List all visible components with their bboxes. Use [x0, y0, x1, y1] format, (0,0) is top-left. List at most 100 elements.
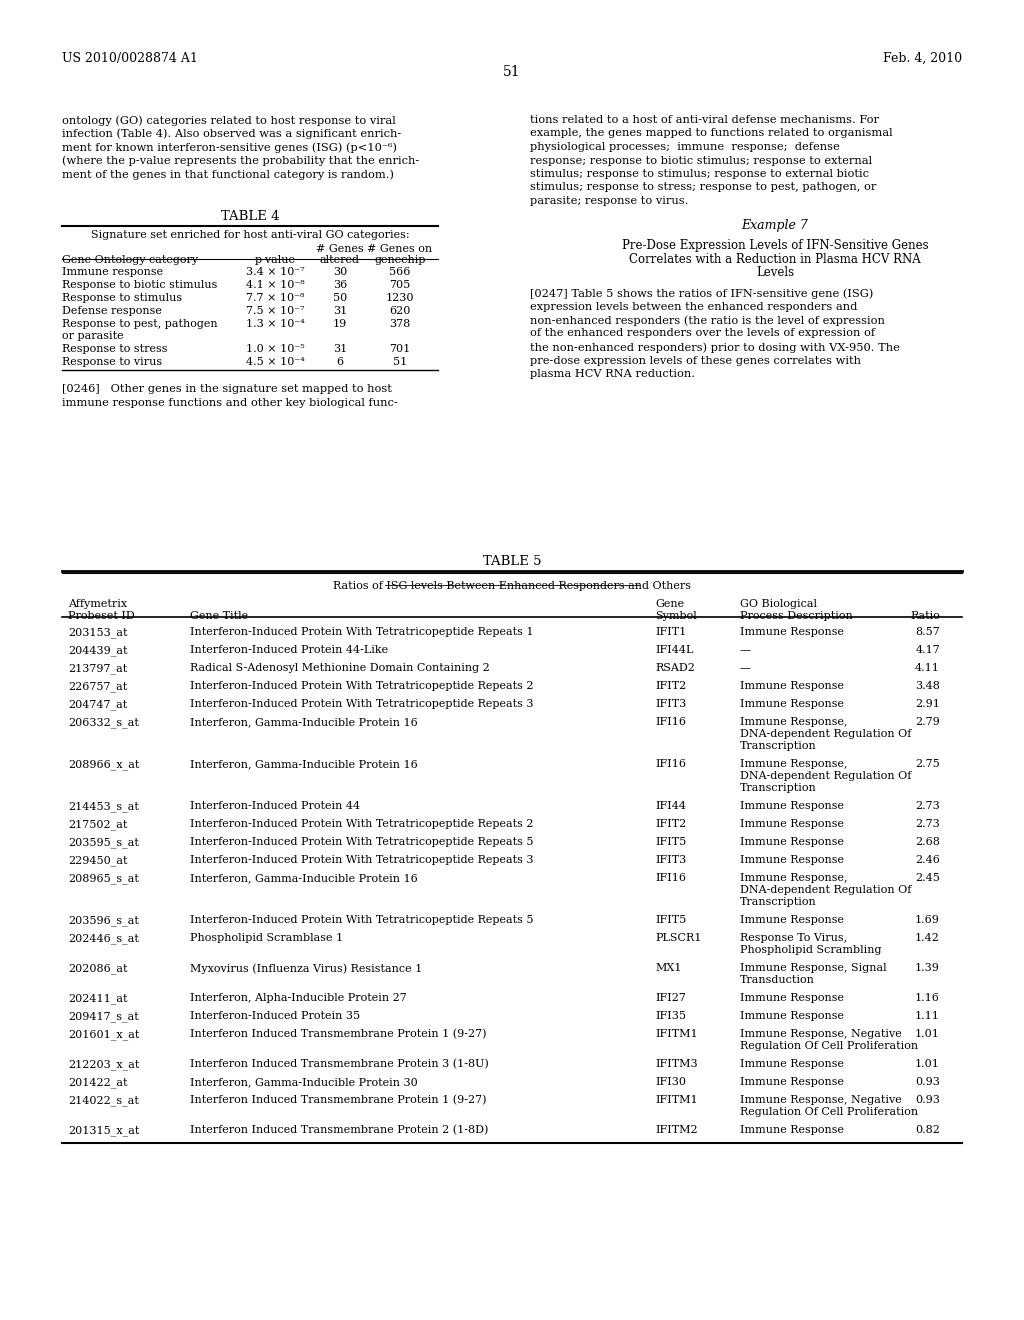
Text: physiological processes;  immune  response;  defense: physiological processes; immune response… — [530, 143, 840, 152]
Text: Response to pest, pathogen: Response to pest, pathogen — [62, 319, 218, 329]
Text: Transduction: Transduction — [740, 975, 815, 985]
Text: 208966_x_at: 208966_x_at — [68, 759, 139, 770]
Text: 0.93: 0.93 — [915, 1096, 940, 1105]
Text: Immune Response: Immune Response — [740, 627, 844, 638]
Text: Immune response: Immune response — [62, 267, 163, 277]
Text: Response to biotic stimulus: Response to biotic stimulus — [62, 280, 217, 290]
Text: IFI44: IFI44 — [655, 801, 686, 810]
Text: Gene: Gene — [655, 599, 684, 609]
Text: 1.39: 1.39 — [915, 964, 940, 973]
Text: IFI16: IFI16 — [655, 717, 686, 727]
Text: DNA-dependent Regulation Of: DNA-dependent Regulation Of — [740, 884, 911, 895]
Text: 6: 6 — [337, 356, 344, 367]
Text: Radical S-Adenosyl Methionine Domain Containing 2: Radical S-Adenosyl Methionine Domain Con… — [190, 663, 489, 673]
Text: IFIT3: IFIT3 — [655, 855, 686, 865]
Text: genechip: genechip — [374, 255, 426, 265]
Text: Gene Title: Gene Title — [190, 611, 248, 620]
Text: 0.93: 0.93 — [915, 1077, 940, 1086]
Text: 8.57: 8.57 — [915, 627, 940, 638]
Text: 202446_s_at: 202446_s_at — [68, 933, 139, 944]
Text: Immune Response: Immune Response — [740, 801, 844, 810]
Text: IFIT3: IFIT3 — [655, 700, 686, 709]
Text: —: — — [740, 645, 752, 655]
Text: 208965_s_at: 208965_s_at — [68, 873, 139, 883]
Text: Response to stimulus: Response to stimulus — [62, 293, 182, 304]
Text: 705: 705 — [389, 280, 411, 290]
Text: Transcription: Transcription — [740, 898, 817, 907]
Text: 620: 620 — [389, 306, 411, 315]
Text: Transcription: Transcription — [740, 741, 817, 751]
Text: MX1: MX1 — [655, 964, 681, 973]
Text: tions related to a host of anti-viral defense mechanisms. For: tions related to a host of anti-viral de… — [530, 115, 879, 125]
Text: 1.01: 1.01 — [915, 1059, 940, 1069]
Text: IFI16: IFI16 — [655, 759, 686, 770]
Text: Feb. 4, 2010: Feb. 4, 2010 — [883, 51, 962, 65]
Text: 204439_at: 204439_at — [68, 645, 128, 656]
Text: —: — — [740, 663, 752, 673]
Text: 3.4 × 10⁻⁷: 3.4 × 10⁻⁷ — [246, 267, 304, 277]
Text: Regulation Of Cell Proliferation: Regulation Of Cell Proliferation — [740, 1107, 919, 1117]
Text: IFI16: IFI16 — [655, 873, 686, 883]
Text: IFIT5: IFIT5 — [655, 837, 686, 847]
Text: 1.3 × 10⁻⁴: 1.3 × 10⁻⁴ — [246, 319, 304, 329]
Text: or parasite: or parasite — [62, 331, 124, 341]
Text: 201422_at: 201422_at — [68, 1077, 128, 1088]
Text: 31: 31 — [333, 306, 347, 315]
Text: Immune Response: Immune Response — [740, 700, 844, 709]
Text: (where the p-value represents the probability that the enrich-: (where the p-value represents the probab… — [62, 156, 419, 166]
Text: 202411_at: 202411_at — [68, 993, 128, 1003]
Text: 217502_at: 217502_at — [68, 818, 127, 830]
Text: IFI35: IFI35 — [655, 1011, 686, 1020]
Text: Immune Response: Immune Response — [740, 1059, 844, 1069]
Text: Immune Response,: Immune Response, — [740, 873, 848, 883]
Text: 214022_s_at: 214022_s_at — [68, 1096, 139, 1106]
Text: Interferon Induced Transmembrane Protein 3 (1-8U): Interferon Induced Transmembrane Protein… — [190, 1059, 488, 1069]
Text: Immune Response: Immune Response — [740, 993, 844, 1003]
Text: 214453_s_at: 214453_s_at — [68, 801, 139, 812]
Text: 4.5 × 10⁻⁴: 4.5 × 10⁻⁴ — [246, 356, 304, 367]
Text: parasite; response to virus.: parasite; response to virus. — [530, 195, 688, 206]
Text: 226757_at: 226757_at — [68, 681, 127, 692]
Text: Symbol: Symbol — [655, 611, 696, 620]
Text: Interferon, Gamma-Inducible Protein 16: Interferon, Gamma-Inducible Protein 16 — [190, 873, 418, 883]
Text: Immune Response: Immune Response — [740, 1011, 844, 1020]
Text: ontology (GO) categories related to host response to viral: ontology (GO) categories related to host… — [62, 115, 395, 125]
Text: response; response to biotic stimulus; response to external: response; response to biotic stimulus; r… — [530, 156, 872, 165]
Text: Interferon, Gamma-Inducible Protein 16: Interferon, Gamma-Inducible Protein 16 — [190, 759, 418, 770]
Text: Example 7: Example 7 — [741, 219, 808, 232]
Text: Defense response: Defense response — [62, 306, 162, 315]
Text: 212203_x_at: 212203_x_at — [68, 1059, 139, 1069]
Text: 203595_s_at: 203595_s_at — [68, 837, 139, 847]
Text: Immune Response, Negative: Immune Response, Negative — [740, 1096, 902, 1105]
Text: Immune Response,: Immune Response, — [740, 717, 848, 727]
Text: IFIT2: IFIT2 — [655, 681, 686, 690]
Text: Interferon Induced Transmembrane Protein 1 (9-27): Interferon Induced Transmembrane Protein… — [190, 1030, 486, 1039]
Text: Transcription: Transcription — [740, 783, 817, 793]
Text: IFI27: IFI27 — [655, 993, 686, 1003]
Text: Interferon Induced Transmembrane Protein 2 (1-8D): Interferon Induced Transmembrane Protein… — [190, 1125, 488, 1135]
Text: 1.11: 1.11 — [915, 1011, 940, 1020]
Text: 1.42: 1.42 — [915, 933, 940, 942]
Text: plasma HCV RNA reduction.: plasma HCV RNA reduction. — [530, 370, 695, 379]
Text: 7.7 × 10⁻⁸: 7.7 × 10⁻⁸ — [246, 293, 304, 304]
Text: 2.46: 2.46 — [915, 855, 940, 865]
Text: infection (Table 4). Also observed was a significant enrich-: infection (Table 4). Also observed was a… — [62, 128, 401, 139]
Text: stimulus; response to stress; response to pest, pathogen, or: stimulus; response to stress; response t… — [530, 182, 877, 193]
Text: Phospholipid Scramblase 1: Phospholipid Scramblase 1 — [190, 933, 343, 942]
Text: Interferon-Induced Protein With Tetratricopeptide Repeats 2: Interferon-Induced Protein With Tetratri… — [190, 818, 534, 829]
Text: DNA-dependent Regulation Of: DNA-dependent Regulation Of — [740, 771, 911, 781]
Text: 7.5 × 10⁻⁷: 7.5 × 10⁻⁷ — [246, 306, 304, 315]
Text: Immune Response: Immune Response — [740, 1125, 844, 1135]
Text: 378: 378 — [389, 319, 411, 329]
Text: expression levels between the enhanced responders and: expression levels between the enhanced r… — [530, 301, 857, 312]
Text: IFITM3: IFITM3 — [655, 1059, 697, 1069]
Text: Interferon-Induced Protein 44-Like: Interferon-Induced Protein 44-Like — [190, 645, 388, 655]
Text: 204747_at: 204747_at — [68, 700, 127, 710]
Text: ment for known interferon-sensitive genes (ISG) (p<10⁻⁶): ment for known interferon-sensitive gene… — [62, 143, 397, 153]
Text: 0.82: 0.82 — [915, 1125, 940, 1135]
Text: Interferon, Alpha-Inducible Protein 27: Interferon, Alpha-Inducible Protein 27 — [190, 993, 407, 1003]
Text: 2.68: 2.68 — [915, 837, 940, 847]
Text: 1.0 × 10⁻⁵: 1.0 × 10⁻⁵ — [246, 345, 304, 354]
Text: immune response functions and other key biological func-: immune response functions and other key … — [62, 397, 397, 408]
Text: Immune Response,: Immune Response, — [740, 759, 848, 770]
